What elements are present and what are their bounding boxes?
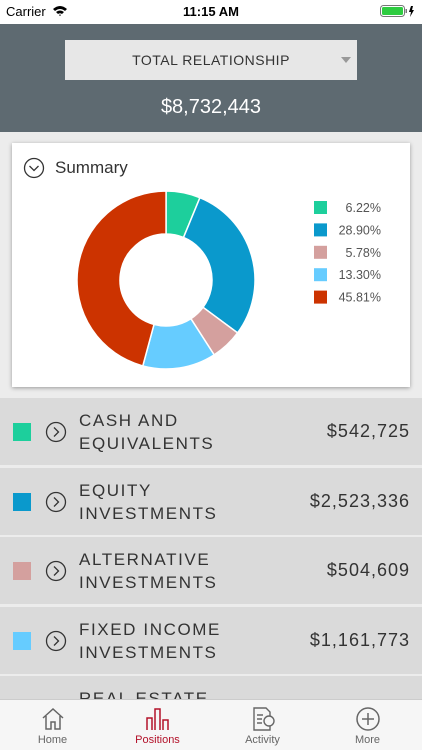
legend-swatch <box>314 268 327 282</box>
legend-label: 5.78% <box>346 246 381 260</box>
tab-label: Positions <box>135 734 180 746</box>
status-bar: Carrier 11:15 AM <box>0 0 422 24</box>
tab-label: Home <box>37 734 68 746</box>
legend-label: 6.22% <box>346 201 381 215</box>
tab[interactable]: More <box>315 700 420 750</box>
legend-label: 13.30% <box>339 268 381 282</box>
tab-label: More <box>354 734 381 746</box>
position-name: ALTERNATIVE INVESTMENTS <box>79 550 218 592</box>
expand-chevron <box>53 566 60 576</box>
legend-swatch <box>314 223 327 237</box>
relationship-dropdown[interactable]: TOTAL RELATIONSHIP <box>65 40 357 80</box>
position-amount: $542,725 <box>326 421 410 441</box>
wifi-icon <box>53 6 67 16</box>
tab[interactable]: Activity <box>210 700 315 750</box>
dropdown-label: TOTAL RELATIONSHIP <box>132 52 290 68</box>
legend-label: 45.81% <box>339 291 381 305</box>
home-icon <box>41 707 64 730</box>
position-row[interactable]: ALTERNATIVE INVESTMENTS $504,609 <box>0 537 422 604</box>
color-swatch <box>13 631 31 650</box>
tab[interactable]: Home <box>0 700 105 750</box>
position-row[interactable]: EQUITY INVESTMENTS $2,523,336 <box>0 467 422 535</box>
color-swatch <box>13 492 31 511</box>
carrier: Carrier <box>6 4 46 19</box>
position-name: EQUITY INVESTMENTS <box>79 480 218 523</box>
expand-circle <box>45 421 67 443</box>
position-name: CASH AND EQUIVALENTS <box>79 411 215 453</box>
battery-icon <box>380 5 414 17</box>
expand-icon <box>45 491 67 512</box>
legend-swatch <box>314 290 327 304</box>
legend-swatch <box>314 201 327 214</box>
clock: 11:15 AM <box>183 4 239 19</box>
legend-swatch <box>314 245 327 259</box>
expand-chevron <box>53 427 60 437</box>
total-value: $8,732,443 <box>160 96 262 118</box>
color-swatch <box>13 562 31 580</box>
more-icon <box>355 707 380 731</box>
position-amount: $2,523,336 <box>309 490 410 511</box>
donut-segment <box>182 196 256 334</box>
summary-card: Summary 6.22% 28.90% 5.78% 13.30% 45.81% <box>12 143 410 387</box>
position-amount: $504,609 <box>326 560 410 580</box>
expand-circle <box>45 630 67 651</box>
position-amount: $1,161,773 <box>309 629 410 650</box>
dropdown-arrow <box>341 57 351 63</box>
summary-title: Summary <box>55 158 128 177</box>
tab-label: Activity <box>245 734 280 746</box>
expand-chevron <box>53 496 60 507</box>
activity-icon <box>252 707 275 731</box>
expand-icon <box>45 630 67 651</box>
expand-chevron <box>53 635 60 646</box>
positions-icon <box>145 708 169 730</box>
collapse-icon[interactable] <box>23 157 45 179</box>
position-name: FIXED INCOME INVESTMENTS <box>79 619 221 662</box>
expand-circle <box>45 560 67 582</box>
legend-label: 28.90% <box>339 223 381 237</box>
header: TOTAL RELATIONSHIP $8,732,443 <box>0 24 422 132</box>
donut-segment <box>76 190 167 367</box>
position-row[interactable]: FIXED INCOME INVESTMENTS $1,161,773 <box>0 606 422 674</box>
tab-bar: Home Positions Activity More <box>0 699 422 750</box>
expand-icon <box>45 421 67 443</box>
donut-chart: 6.22% 28.90% 5.78% 13.30% 45.81% <box>76 190 381 370</box>
expand-circle <box>45 491 67 512</box>
expand-icon <box>45 560 67 582</box>
color-swatch <box>13 423 31 441</box>
position-row[interactable]: CASH AND EQUIVALENTS $542,725 <box>0 398 422 465</box>
tab[interactable]: Positions <box>105 700 210 750</box>
